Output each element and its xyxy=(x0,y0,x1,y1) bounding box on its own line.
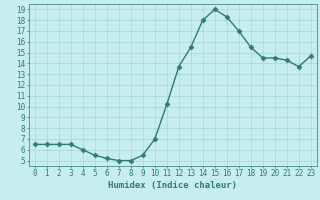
X-axis label: Humidex (Indice chaleur): Humidex (Indice chaleur) xyxy=(108,181,237,190)
